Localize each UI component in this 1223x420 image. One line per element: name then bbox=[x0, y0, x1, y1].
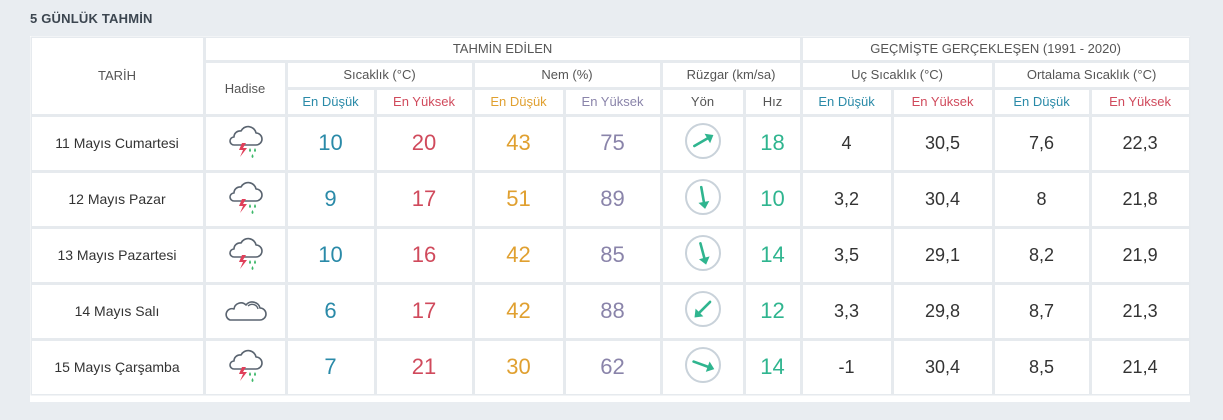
average-high: 21,8 bbox=[1091, 172, 1189, 226]
average-high: 22,3 bbox=[1091, 116, 1189, 170]
humidity-high: 85 bbox=[565, 228, 660, 282]
table-row: 13 Mayıs Pazartesi 10 16 42 85 14 3,5 29… bbox=[31, 228, 1189, 282]
humidity-high: 62 bbox=[565, 340, 660, 394]
thunderstorm-rain-icon bbox=[206, 181, 285, 217]
humidity-low: 43 bbox=[474, 116, 563, 170]
wind-direction-cell bbox=[662, 340, 743, 394]
header-hum-high: En Yüksek bbox=[565, 89, 660, 114]
weather-cell bbox=[205, 284, 285, 338]
cloud-icon bbox=[206, 296, 285, 326]
humidity-low: 51 bbox=[474, 172, 563, 226]
table-row: 14 Mayıs Salı 6 17 42 88 12 3,3 29,8 8,7… bbox=[31, 284, 1189, 338]
header-ext-low: En Düşük bbox=[802, 89, 891, 114]
extreme-high: 30,4 bbox=[893, 172, 992, 226]
extreme-low: -1 bbox=[802, 340, 891, 394]
row-date: 15 Mayıs Çarşamba bbox=[31, 340, 203, 394]
table-row: 15 Mayıs Çarşamba 7 21 30 62 14 -1 30,4 … bbox=[31, 340, 1189, 394]
header-tarih: TARİH bbox=[31, 37, 203, 114]
average-low: 8,5 bbox=[994, 340, 1089, 394]
row-date: 13 Mayıs Pazartesi bbox=[31, 228, 203, 282]
temp-high: 21 bbox=[376, 340, 472, 394]
wind-speed: 12 bbox=[745, 284, 800, 338]
header-avg-high: En Yüksek bbox=[1091, 89, 1189, 114]
header-hum-low: En Düşük bbox=[474, 89, 563, 114]
header-avg-low: En Düşük bbox=[994, 89, 1089, 114]
row-date: 12 Mayıs Pazar bbox=[31, 172, 203, 226]
table-row: 12 Mayıs Pazar 9 17 51 89 10 3,2 30,4 8 … bbox=[31, 172, 1189, 226]
average-high: 21,9 bbox=[1091, 228, 1189, 282]
wind-direction-cell bbox=[662, 228, 743, 282]
wind-direction-icon bbox=[684, 290, 722, 333]
wind-speed: 14 bbox=[745, 340, 800, 394]
table-row: 11 Mayıs Cumartesi 10 20 43 75 18 4 30,5… bbox=[31, 116, 1189, 170]
header-wind-speed: Hız bbox=[745, 89, 800, 114]
thunderstorm-rain-icon bbox=[206, 237, 285, 273]
header-temp-low: En Düşük bbox=[287, 89, 374, 114]
humidity-low: 42 bbox=[474, 228, 563, 282]
extreme-low: 3,5 bbox=[802, 228, 891, 282]
humidity-low: 42 bbox=[474, 284, 563, 338]
temp-high: 17 bbox=[376, 284, 472, 338]
header-nem: Nem (%) bbox=[474, 62, 660, 87]
humidity-high: 89 bbox=[565, 172, 660, 226]
humidity-low: 30 bbox=[474, 340, 563, 394]
temp-high: 17 bbox=[376, 172, 472, 226]
weather-cell bbox=[205, 172, 285, 226]
header-history-group: GEÇMİŞTE GERÇEKLEŞEN (1991 - 2020) bbox=[802, 37, 1189, 60]
header-temp-high: En Yüksek bbox=[376, 89, 472, 114]
weather-cell bbox=[205, 116, 285, 170]
extreme-low: 4 bbox=[802, 116, 891, 170]
header-forecast-group: TAHMİN EDİLEN bbox=[205, 37, 800, 60]
header-ortalama-sicaklik: Ortalama Sıcaklık (°C) bbox=[994, 62, 1189, 87]
humidity-high: 88 bbox=[565, 284, 660, 338]
humidity-high: 75 bbox=[565, 116, 660, 170]
wind-speed: 18 bbox=[745, 116, 800, 170]
extreme-low: 3,2 bbox=[802, 172, 891, 226]
temp-low: 10 bbox=[287, 116, 374, 170]
average-low: 8,2 bbox=[994, 228, 1089, 282]
temp-low: 9 bbox=[287, 172, 374, 226]
temp-low: 7 bbox=[287, 340, 374, 394]
wind-speed: 10 bbox=[745, 172, 800, 226]
temp-low: 10 bbox=[287, 228, 374, 282]
thunderstorm-rain-icon bbox=[206, 125, 285, 161]
wind-direction-cell bbox=[662, 116, 743, 170]
wind-direction-icon bbox=[684, 346, 722, 389]
header-ruzgar: Rüzgar (km/sa) bbox=[662, 62, 800, 87]
header-hadise: Hadise bbox=[205, 62, 285, 114]
wind-direction-cell bbox=[662, 172, 743, 226]
weather-cell bbox=[205, 340, 285, 394]
wind-speed: 14 bbox=[745, 228, 800, 282]
row-date: 11 Mayıs Cumartesi bbox=[31, 116, 203, 170]
forecast-table-container: TARİH TAHMİN EDİLEN GEÇMİŞTE GERÇEKLEŞEN… bbox=[30, 36, 1190, 402]
extreme-high: 30,4 bbox=[893, 340, 992, 394]
header-wind-dir: Yön bbox=[662, 89, 743, 114]
forecast-table: TARİH TAHMİN EDİLEN GEÇMİŞTE GERÇEKLEŞEN… bbox=[29, 35, 1192, 397]
thunderstorm-rain-icon bbox=[206, 349, 285, 385]
wind-direction-icon bbox=[684, 234, 722, 277]
wind-direction-icon bbox=[684, 122, 722, 165]
extreme-low: 3,3 bbox=[802, 284, 891, 338]
average-low: 8,7 bbox=[994, 284, 1089, 338]
average-high: 21,3 bbox=[1091, 284, 1189, 338]
header-ext-high: En Yüksek bbox=[893, 89, 992, 114]
average-low: 8 bbox=[994, 172, 1089, 226]
temp-high: 20 bbox=[376, 116, 472, 170]
extreme-high: 30,5 bbox=[893, 116, 992, 170]
average-high: 21,4 bbox=[1091, 340, 1189, 394]
wind-direction-cell bbox=[662, 284, 743, 338]
page-title: 5 GÜNLÜK TAHMİN bbox=[30, 11, 153, 26]
extreme-high: 29,8 bbox=[893, 284, 992, 338]
extreme-high: 29,1 bbox=[893, 228, 992, 282]
weather-cell bbox=[205, 228, 285, 282]
wind-direction-icon bbox=[684, 178, 722, 221]
header-sicaklik: Sıcaklık (°C) bbox=[287, 62, 472, 87]
row-date: 14 Mayıs Salı bbox=[31, 284, 203, 338]
temp-low: 6 bbox=[287, 284, 374, 338]
temp-high: 16 bbox=[376, 228, 472, 282]
header-uc-sicaklik: Uç Sıcaklık (°C) bbox=[802, 62, 992, 87]
average-low: 7,6 bbox=[994, 116, 1089, 170]
